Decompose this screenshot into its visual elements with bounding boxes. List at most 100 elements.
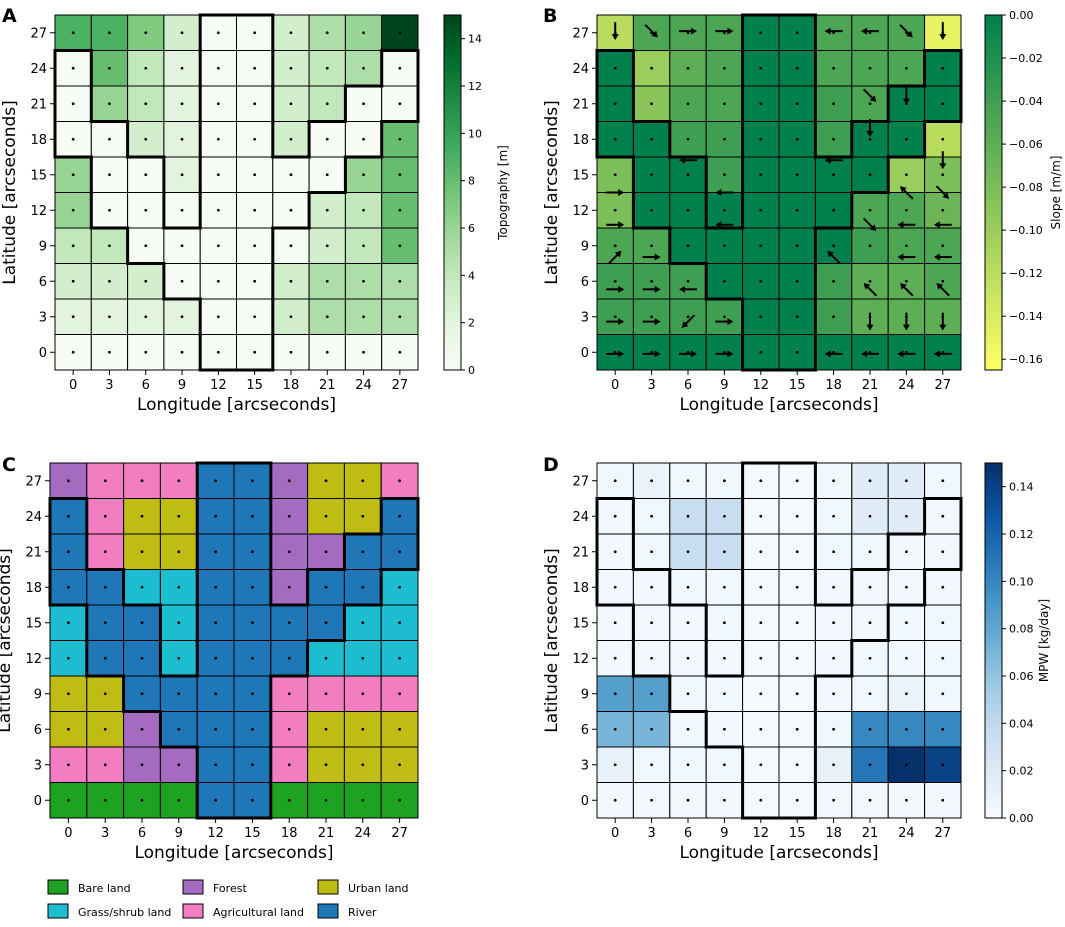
cell-center-dot [251,656,254,660]
y-axis-label: Latitude [arcseconds] [542,100,562,285]
cell-center-dot [905,798,908,802]
cell-center-dot [398,31,402,35]
cell-center-dot [216,279,220,283]
cell-center-dot [324,798,328,802]
cell-center-dot [103,585,107,589]
arrow-head [654,350,661,358]
cell-center-dot [177,550,181,554]
cell-center-dot [103,763,107,767]
y-tick-label: 15 [30,168,47,183]
colorbar-tick-label: −0.14 [1009,310,1043,323]
cell-center-dot [941,208,945,212]
cell-center-dot [686,692,690,696]
colorbar-tick-label: −0.10 [1009,224,1043,237]
heatmap-cell [669,782,707,819]
land-use-legend: Bare land Forest Urban land Grass/shrub lan… [47,879,409,919]
cell-center-dot [795,173,799,177]
x-tick-label: 18 [825,826,842,841]
cell-center-dot [67,514,70,518]
cell-center-dot [613,621,617,625]
cell-center-dot [324,763,328,767]
x-tick-label: 27 [392,378,409,393]
cell-center-dot [398,656,401,660]
x-tick-label: 0 [611,378,619,393]
y-tick-label: 27 [572,474,589,489]
arrow-head [824,156,831,164]
x-tick-label: 9 [720,826,728,841]
cell-center-dot [103,550,107,554]
x-tick-label: 15 [246,378,263,393]
cell-center-dot [289,102,293,106]
axes-d: 0 3 6 9 12 15 18 21 24 27 0 3 6 9 12 15 18 21 24 27 Longitud… [542,474,951,863]
cell-center-dot [686,279,690,283]
y-tick-label: 9 [581,239,589,254]
cell-center-dot [216,102,220,106]
cell-center-dot [325,208,329,212]
cell-center-dot [177,585,181,589]
flow-arrow [897,350,916,358]
flow-arrow [862,88,877,103]
cell-center-dot [177,479,181,483]
cell-center-dot [251,479,254,483]
colorbar-label: Slope [m/m] [1049,156,1063,230]
colorbar-tick-label: 0.06 [1009,670,1034,683]
cell-center-dot [71,66,75,70]
cell-center-dot [289,315,293,319]
cell-center-dot [795,350,799,354]
cell-center-dot [905,137,908,141]
cell-center-dot [759,31,763,35]
y-tick-label: 18 [572,581,589,596]
cell-center-dot [686,102,690,106]
cell-center-dot [140,692,144,696]
legend-label: Bare land [78,882,131,895]
cell-center-dot [108,315,111,319]
x-tick-label: 15 [789,378,806,393]
cell-center-dot [214,727,218,731]
cell-center-dot [832,244,835,248]
cell-center-dot [795,102,799,106]
cell-center-dot [140,656,144,660]
cell-center-dot [941,798,945,802]
y-tick-label: 6 [581,275,589,290]
cell-center-dot [759,173,763,177]
x-tick-label: 24 [898,826,915,841]
cell-center-dot [723,315,726,319]
flow-arrow [715,318,734,326]
arrow-shaft [938,285,950,297]
cell-center-dot [103,692,107,696]
cell-center-dot [868,550,872,554]
cell-center-dot [905,585,908,589]
cell-center-dot [289,279,293,283]
colorbar-gradient [443,14,462,371]
cell-center-dot [650,279,653,283]
cell-center-dot [613,479,617,483]
axes-b: 0 3 6 9 12 15 18 21 24 27 0 3 6 9 12 15 18 21 24 27 Longitud… [542,26,951,415]
cell-center-dot [398,798,401,802]
arrow-head [824,350,831,358]
cell-center-dot [759,550,763,554]
panel-b: B 0 3 6 9 12 15 18 21 24 27 0 3 6 9 12 15 18 21 24 27 Longitu… [542,5,1063,415]
cell-center-dot [941,244,945,248]
x-tick-label: 3 [105,378,113,393]
arrow-head [939,163,947,170]
river-boundary-c [48,461,420,820]
cell-center-dot [216,137,220,141]
x-tick-label: 12 [210,378,227,393]
flow-arrow [606,221,625,229]
cell-center-dot [759,514,763,518]
x-tick-label: 27 [935,378,952,393]
cell-center-dot [251,550,254,554]
cell-center-dot [759,315,763,319]
cell-center-dot [650,550,653,554]
y-tick-label: 27 [30,26,47,41]
cell-center-dot [177,798,181,802]
arrow-head [679,285,685,293]
y-tick-label: 24 [572,62,589,77]
y-tick-label: 3 [581,758,589,773]
cell-center-dot [759,350,763,354]
cell-center-dot [108,173,111,177]
flow-arrow [902,86,910,105]
colorbar-tick-label: 0.12 [1009,528,1034,541]
cell-center-dot [67,621,70,625]
cell-center-dot [832,585,835,589]
